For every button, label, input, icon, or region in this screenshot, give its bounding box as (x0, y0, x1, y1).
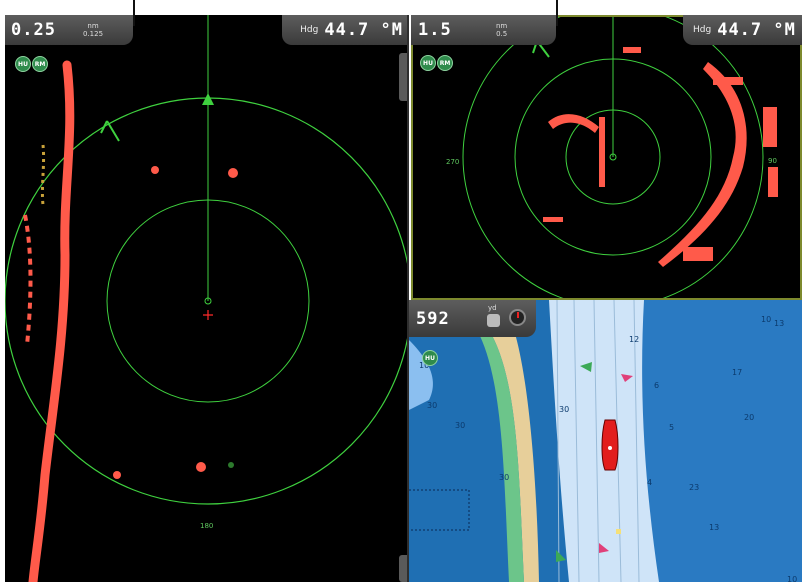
depth-sounding: 6 (654, 381, 659, 390)
coast-echo (28, 60, 75, 582)
depth-sounding: 5 (669, 423, 674, 432)
left-radar-pane[interactable]: 180 HU RM (5, 15, 407, 582)
depth-sounding: 13 (774, 319, 784, 328)
channel-lanes (556, 300, 640, 582)
depth-sounding: 10 (419, 361, 429, 370)
range-pointer-line (556, 0, 558, 26)
depth-sounding: 17 (732, 368, 742, 377)
target-echo (228, 462, 234, 468)
depth-sounding: 30 (455, 421, 465, 430)
left-heading-value: 44.7 °M (324, 20, 403, 40)
boundary-line (409, 489, 470, 531)
pane-divider (407, 15, 409, 582)
target-echo (196, 462, 206, 472)
rm-mode-badge[interactable]: RM (32, 56, 48, 72)
radar-echoes (543, 47, 778, 267)
hu-mode-badge[interactable]: HU (420, 55, 436, 71)
red-buoy-icon (599, 543, 609, 553)
green-buoy-icon (580, 362, 592, 372)
side-panel-tab[interactable] (399, 555, 407, 582)
bearing-label-left: 270 (446, 158, 459, 166)
left-heading-box: Hdg 44.7 °M (282, 15, 407, 45)
depth-sounding: 4 (647, 478, 652, 487)
depth-sounding: 30 (499, 473, 509, 482)
depth-sounding: 10 (787, 575, 797, 582)
echo-fragment (23, 214, 33, 346)
bearing-label-right: 90 (768, 157, 777, 165)
depth-sounding: 12 (629, 335, 639, 344)
depth-gauge-icon (487, 314, 500, 327)
right-range-unit: nm (496, 22, 508, 30)
hu-mode-badge[interactable]: HU (15, 56, 31, 72)
left-range-box[interactable]: 0.25 nm 0.125 (5, 15, 133, 45)
right-range-value: 1.5 (418, 20, 452, 40)
right-range-sub: 0.5 (496, 30, 508, 38)
green-buoy-icon (556, 550, 566, 562)
land (489, 330, 539, 582)
shore-band (477, 330, 524, 582)
vessel-icon (601, 419, 619, 471)
vessel-center-dot (608, 446, 612, 450)
left-range-value: 0.25 (11, 20, 56, 40)
chartplotter-pane[interactable]: 10 10 30 30 30 12 6 5 17 13 20 30 4 23 13 10 HU (409, 300, 802, 582)
left-heading-label: Hdg (300, 25, 319, 35)
right-heading-box: Hdg 44.7 °M (683, 15, 802, 45)
depth-sounding: 30 (427, 401, 437, 410)
right-heading-value: 44.7 °M (717, 20, 796, 40)
left-range-sub: 0.125 (83, 30, 104, 38)
depth-box[interactable]: 592 yd (409, 300, 536, 337)
marker-icon (616, 529, 621, 534)
heading-marker-icon (202, 93, 214, 105)
side-panel-tab[interactable] (399, 53, 407, 101)
rm-mode-badge[interactable]: RM (437, 55, 453, 71)
compass-icon[interactable] (509, 309, 526, 326)
depth-sounding: 23 (689, 483, 699, 492)
target-echo (228, 168, 238, 178)
red-buoy-icon (621, 374, 633, 382)
depth-sounding: 10 (761, 315, 771, 324)
own-ship-marker (204, 297, 212, 305)
range-pointer-line (133, 0, 135, 26)
outer-range-ring (462, 17, 764, 298)
shallow-water (409, 340, 433, 410)
right-range-box[interactable]: 1.5 nm 0.5 (411, 15, 556, 45)
target-echo (151, 166, 159, 174)
north-arrow-icon (100, 120, 120, 142)
right-radar-display: 270 90 (446, 17, 778, 298)
target-echo (113, 471, 121, 479)
hu-mode-badge[interactable]: HU (422, 350, 438, 366)
right-radar-pane[interactable]: 270 90 HU RM (411, 15, 802, 300)
depth-sounding: 20 (744, 413, 754, 422)
right-heading-label: Hdg (693, 25, 712, 35)
bearing-label-bottom: 180 (200, 522, 213, 530)
depth-sounding: 30 (559, 405, 569, 414)
cursor-cross-icon (203, 310, 213, 320)
depth-unit: yd (488, 304, 497, 312)
left-radar-display: 180 (5, 15, 407, 582)
own-ship-marker (609, 153, 617, 161)
left-range-unit: nm (87, 22, 99, 30)
depth-sounding: 13 (709, 523, 719, 532)
depth-value: 592 (416, 308, 450, 329)
echo-fragment (40, 144, 46, 206)
